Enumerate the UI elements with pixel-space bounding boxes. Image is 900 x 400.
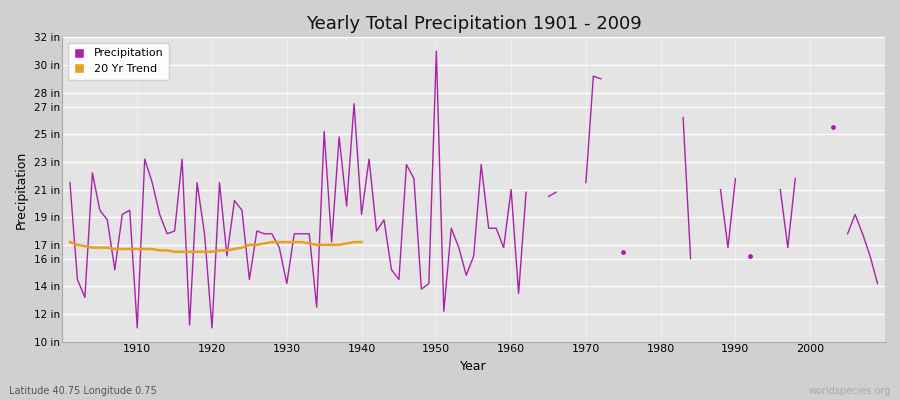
Y-axis label: Precipitation: Precipitation [15,150,28,229]
X-axis label: Year: Year [461,360,487,373]
Title: Yearly Total Precipitation 1901 - 2009: Yearly Total Precipitation 1901 - 2009 [306,15,642,33]
Legend: Precipitation, 20 Yr Trend: Precipitation, 20 Yr Trend [68,43,169,80]
Text: Latitude 40.75 Longitude 0.75: Latitude 40.75 Longitude 0.75 [9,386,157,396]
Text: worldspecies.org: worldspecies.org [809,386,891,396]
